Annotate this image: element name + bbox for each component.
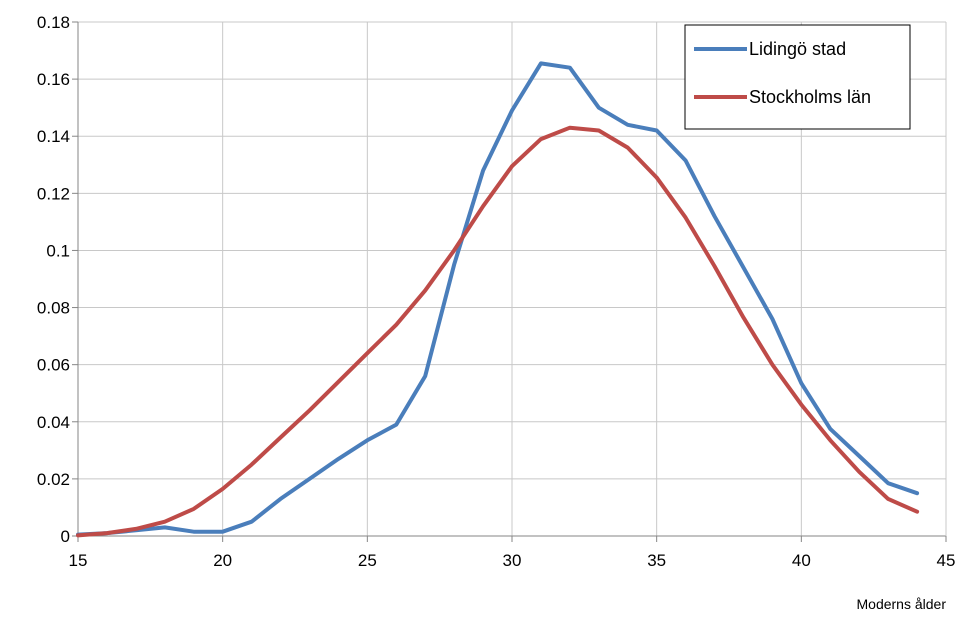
y-tick-label: 0.02: [37, 470, 70, 489]
x-tick-label: 35: [647, 551, 666, 570]
legend: Lidingö stad Stockholms län: [684, 24, 911, 130]
x-tick-label: 45: [937, 551, 956, 570]
x-tick-label: 40: [792, 551, 811, 570]
legend-box: [684, 24, 911, 130]
series-lines: [76, 61, 920, 538]
legend-label: Stockholms län: [749, 87, 871, 107]
y-tick-label: 0.1: [46, 241, 70, 260]
y-tick-label: 0.18: [37, 13, 70, 32]
y-tick-label: 0: [61, 527, 70, 546]
y-tick-label: 0.08: [37, 299, 70, 318]
x-axis-title: Moderns ålder: [857, 596, 947, 612]
x-tick-label: 30: [503, 551, 522, 570]
x-tick-label: 20: [213, 551, 232, 570]
axes: [72, 21, 947, 542]
legend-label: Lidingö stad: [749, 39, 846, 59]
y-tick-label: 0.06: [37, 356, 70, 375]
x-tick-label: 25: [358, 551, 377, 570]
tick-labels: 0 0.02 0.04 0.06 0.08 0.1 0.12 0.14 0.16 0.18 15 20…: [37, 13, 956, 570]
y-tick-label: 0.12: [37, 184, 70, 203]
y-tick-label: 0.16: [37, 70, 70, 89]
series-line-stockholm: [76, 125, 920, 538]
x-tick-label: 15: [69, 551, 88, 570]
y-tick-label: 0.14: [37, 127, 70, 146]
y-tick-label: 0.04: [37, 413, 70, 432]
series-line-lidingo: [76, 61, 920, 537]
